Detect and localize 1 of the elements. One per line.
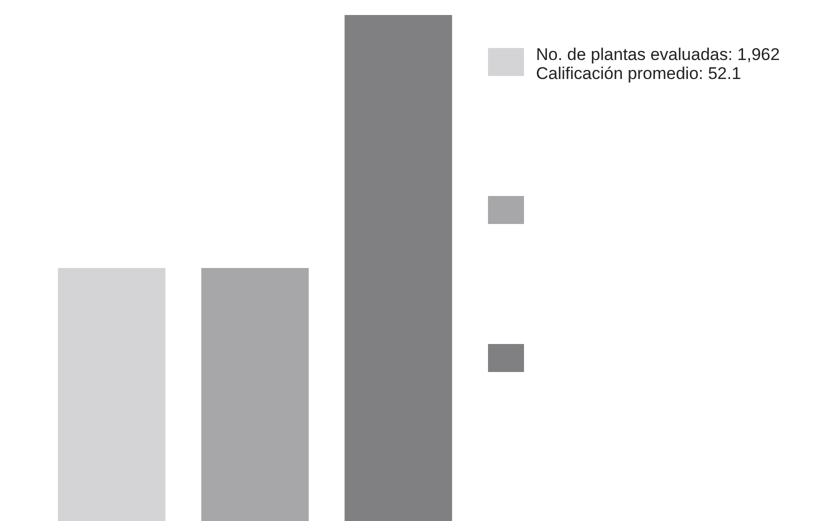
text: No. de plantas evaluadas: 1,962 Calificación promedio: 52.1 [536, 45, 780, 83]
